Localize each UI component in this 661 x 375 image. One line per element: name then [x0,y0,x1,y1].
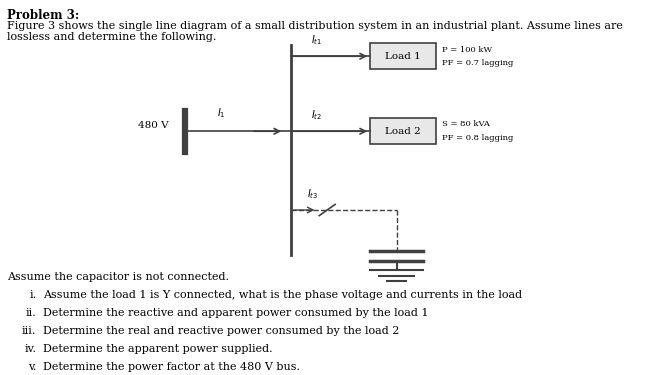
Text: PF = 0.8 lagging: PF = 0.8 lagging [442,134,513,142]
Text: Determine the reactive and apparent power consumed by the load 1: Determine the reactive and apparent powe… [43,308,428,318]
Text: iv.: iv. [24,344,36,354]
Text: Problem 3:: Problem 3: [7,9,79,22]
Text: 480 V: 480 V [138,121,169,130]
Text: Figure 3 shows the single line diagram of a small distribution system in an indu: Figure 3 shows the single line diagram o… [7,21,623,31]
Text: P = 100 kW: P = 100 kW [442,45,492,54]
Text: $I_1$: $I_1$ [217,106,225,120]
Text: S = 80 kVA: S = 80 kVA [442,120,489,129]
Text: $I_{t1}$: $I_{t1}$ [311,33,322,47]
Text: Determine the apparent power supplied.: Determine the apparent power supplied. [43,344,272,354]
Text: Assume the load 1 is Y connected, what is the phase voltage and currents in the : Assume the load 1 is Y connected, what i… [43,290,522,300]
Text: ii.: ii. [26,308,36,318]
Text: v.: v. [28,362,36,372]
Bar [370,43,436,69]
Text: Load 1: Load 1 [385,52,421,61]
Text: Determine the power factor at the 480 V bus.: Determine the power factor at the 480 V … [43,362,300,372]
Text: PF = 0.7 lagging: PF = 0.7 lagging [442,59,513,67]
Text: iii.: iii. [22,326,36,336]
Bar [370,118,436,144]
Text: Determine the real and reactive power consumed by the load 2: Determine the real and reactive power co… [43,326,399,336]
Text: $I_{t3}$: $I_{t3}$ [307,187,319,201]
Text: Load 2: Load 2 [385,127,421,136]
Text: $I_{t2}$: $I_{t2}$ [311,108,322,122]
Text: lossless and determine the following.: lossless and determine the following. [7,32,216,42]
Text: Assume the capacitor is not connected.: Assume the capacitor is not connected. [7,272,229,282]
Text: i.: i. [29,290,36,300]
